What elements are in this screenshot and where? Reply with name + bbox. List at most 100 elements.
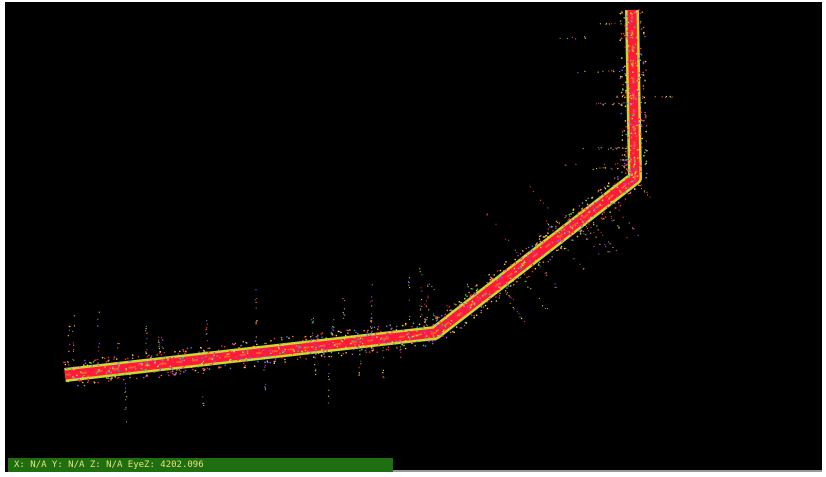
point [437, 319, 438, 320]
point [265, 365, 266, 366]
point [622, 89, 624, 91]
point [628, 45, 630, 47]
point [343, 353, 345, 355]
point [310, 336, 312, 338]
point [521, 258, 523, 260]
point [331, 332, 333, 334]
point [526, 277, 528, 279]
point [432, 340, 434, 342]
point [116, 363, 118, 365]
point [95, 368, 97, 370]
point [625, 172, 627, 174]
point [630, 149, 632, 151]
point [427, 286, 428, 287]
point [530, 250, 532, 252]
point [165, 357, 167, 359]
point [216, 355, 218, 357]
point [117, 377, 119, 379]
point [620, 191, 622, 193]
point [618, 202, 620, 204]
point [593, 246, 594, 247]
point [126, 421, 127, 422]
point [145, 351, 146, 352]
point [116, 358, 118, 360]
road-core [65, 10, 635, 375]
point [608, 241, 609, 242]
point [533, 191, 534, 192]
point [98, 365, 99, 366]
point [455, 304, 457, 306]
point [622, 84, 624, 86]
point [367, 336, 369, 338]
point [380, 331, 382, 333]
point [427, 325, 428, 326]
point [408, 285, 409, 286]
point [242, 360, 244, 362]
point [626, 26, 628, 28]
point [264, 367, 265, 368]
point [593, 232, 594, 233]
point [514, 308, 515, 309]
point [611, 203, 613, 205]
point [114, 356, 116, 358]
point [612, 201, 613, 202]
point [334, 344, 336, 346]
point [630, 95, 631, 96]
point [557, 222, 558, 223]
point [228, 353, 230, 355]
point [344, 308, 345, 309]
point [634, 26, 636, 28]
point [612, 220, 613, 221]
point [516, 281, 518, 283]
point [587, 228, 588, 229]
point [572, 37, 573, 38]
point [625, 184, 627, 186]
point [263, 369, 264, 370]
point [655, 96, 656, 97]
point [159, 364, 160, 365]
point [427, 284, 428, 285]
point [605, 188, 607, 190]
point [416, 341, 418, 343]
point [625, 96, 626, 97]
point [421, 306, 422, 307]
point [332, 338, 333, 339]
point [145, 330, 146, 331]
point [506, 283, 508, 285]
point [355, 332, 357, 334]
point [428, 309, 429, 310]
point [141, 363, 143, 365]
point [411, 329, 413, 331]
point [425, 319, 426, 320]
point [608, 251, 609, 252]
point [634, 82, 636, 84]
point [672, 96, 673, 97]
point [641, 147, 643, 149]
point [179, 368, 181, 370]
point [409, 287, 410, 288]
point [628, 43, 630, 45]
point [633, 60, 635, 62]
point [124, 374, 126, 376]
point [570, 233, 572, 235]
point [595, 212, 597, 214]
point [284, 361, 286, 363]
point [428, 337, 430, 339]
point [158, 342, 159, 343]
point [104, 364, 106, 366]
point [637, 169, 639, 171]
point [117, 368, 118, 369]
point [604, 195, 606, 197]
point [524, 262, 525, 263]
point [637, 70, 639, 72]
point [638, 80, 640, 82]
point [382, 339, 383, 340]
point [463, 303, 465, 305]
point [602, 104, 603, 105]
point [79, 366, 81, 368]
point [405, 331, 407, 333]
point [628, 114, 630, 116]
point [483, 306, 485, 308]
point [330, 346, 331, 347]
point [485, 294, 487, 296]
